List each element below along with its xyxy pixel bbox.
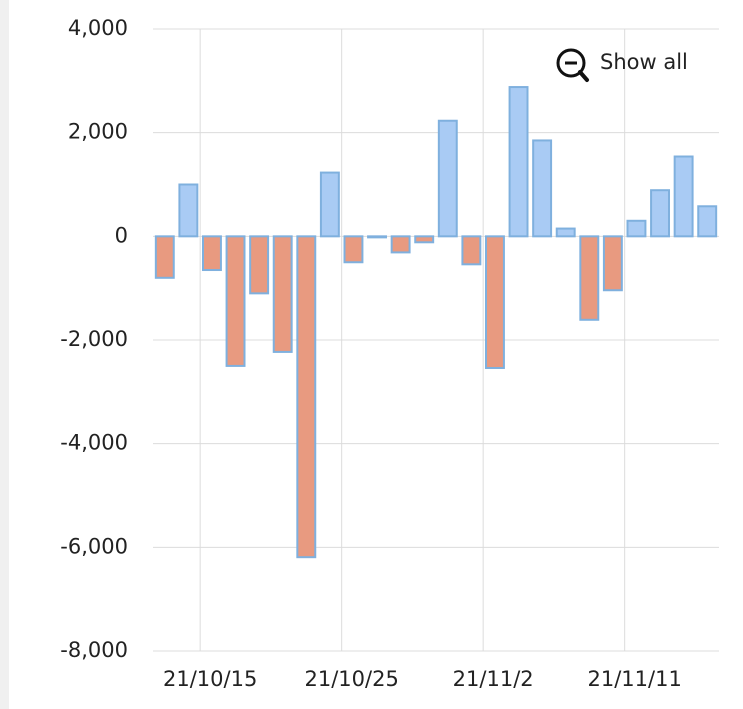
x-tick-label: 21/10/15 <box>163 667 257 691</box>
y-tick-label: 2,000 <box>68 120 128 144</box>
y-tick-label: -4,000 <box>60 431 128 455</box>
y-tick-label: 0 <box>115 223 128 247</box>
bar <box>650 189 671 238</box>
y-tick-label: -6,000 <box>60 534 128 558</box>
bar <box>414 235 435 244</box>
bar <box>461 235 482 266</box>
bar <box>602 235 623 292</box>
bar <box>272 235 293 353</box>
y-tick-label: -8,000 <box>60 638 128 662</box>
bar <box>508 86 529 238</box>
bar <box>555 227 576 238</box>
bar <box>532 139 553 238</box>
show-all-button[interactable]: Show all <box>556 48 688 82</box>
x-tick-label: 21/10/25 <box>305 667 399 691</box>
bar <box>626 219 647 238</box>
bar <box>319 171 340 238</box>
bar <box>437 119 458 238</box>
left-strip <box>0 0 9 709</box>
bar <box>673 155 694 238</box>
bar <box>249 235 270 295</box>
bar <box>154 235 175 279</box>
bar <box>579 235 600 321</box>
zoom-icon-handle <box>578 70 589 82</box>
bar <box>296 235 317 559</box>
bar <box>178 183 199 238</box>
bar <box>225 235 246 367</box>
y-tick-label: -2,000 <box>60 327 128 351</box>
bar <box>367 235 388 239</box>
y-tick-label: 4,000 <box>68 16 128 40</box>
x-tick-label: 21/11/2 <box>453 667 534 691</box>
x-tick-label: 21/11/11 <box>588 667 682 691</box>
bar <box>390 235 411 254</box>
zoom-icon <box>556 48 586 78</box>
bar <box>697 205 718 238</box>
bar <box>484 235 505 369</box>
bar <box>343 235 364 264</box>
bar <box>201 235 222 272</box>
show-all-label[interactable]: Show all <box>600 50 688 74</box>
